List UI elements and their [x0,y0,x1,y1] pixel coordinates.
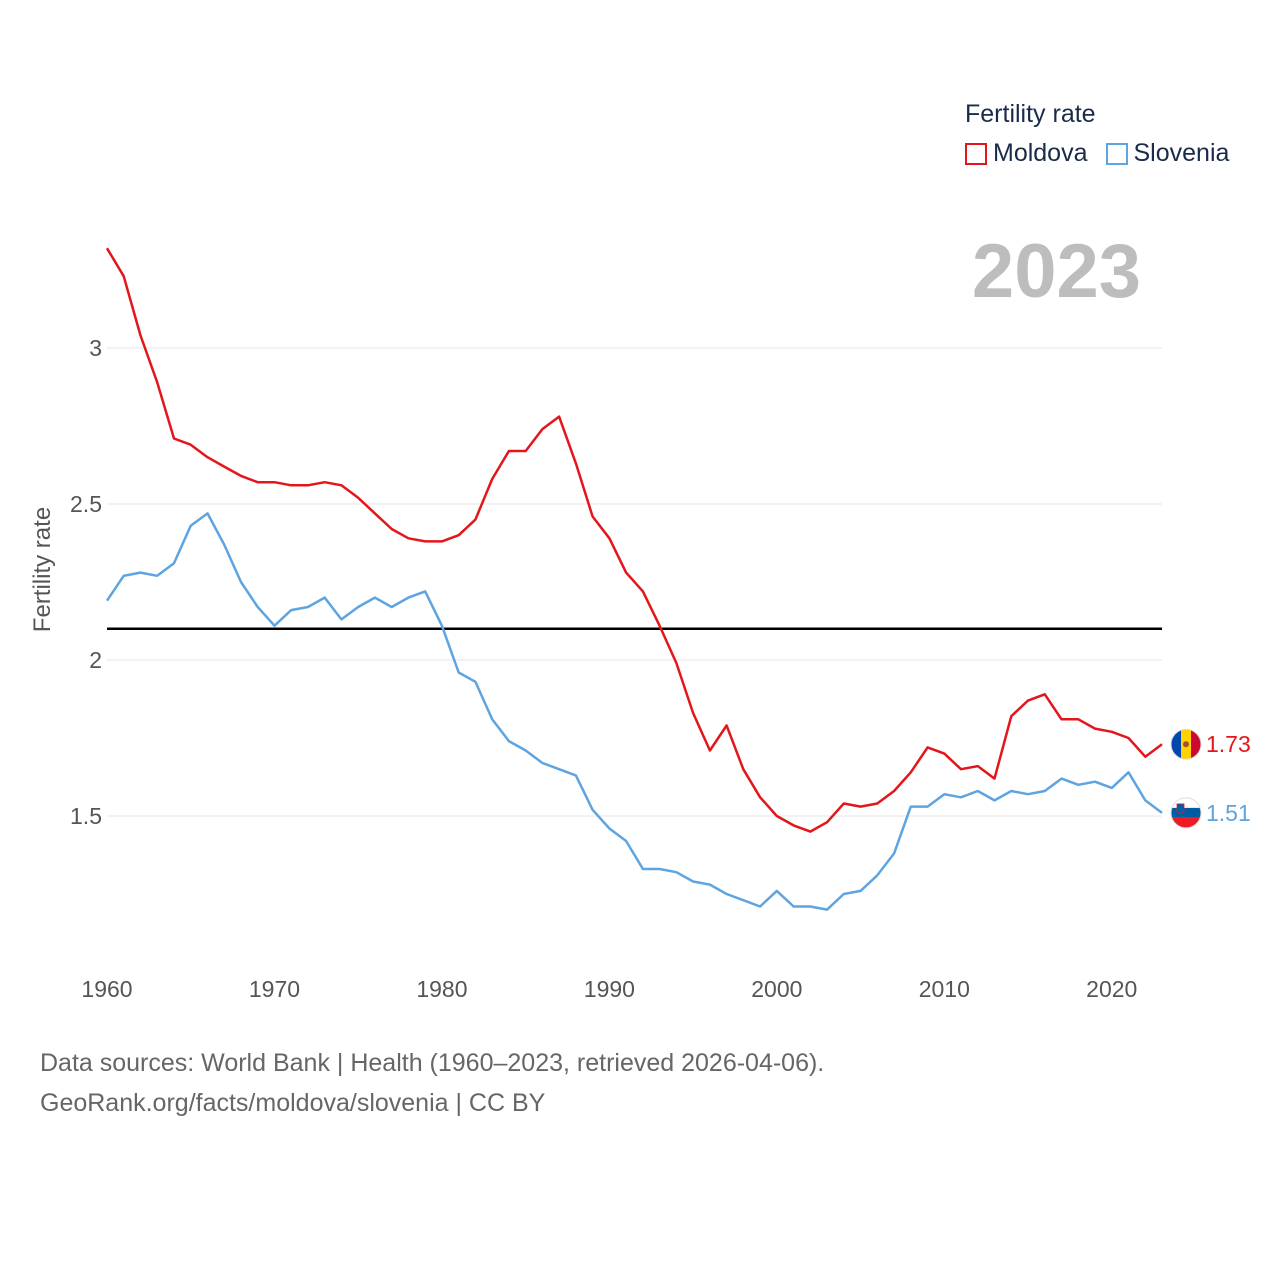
legend-item-slovenia[interactable]: Slovenia [1105,139,1230,168]
y-tick-label: 3 [89,335,102,361]
current-year-watermark: 2023 [971,229,1141,314]
legend: Fertility rate Moldova Slovenia [965,100,1229,168]
series-line-slovenia [105,512,1163,911]
x-tick-label: 2000 [751,976,802,1002]
y-tick-label: 1.5 [70,803,102,829]
legend-swatch-moldova [965,142,987,165]
flag-moldova-icon [1170,728,1202,760]
source-line-1: Data sources: World Bank | Health (1960–… [40,1049,825,1077]
y-tick-label: 2 [89,647,102,673]
series-end-markers: 1.73 1.51 [1170,728,1251,829]
legend-item-moldova[interactable]: Moldova [965,139,1088,168]
x-tick-label: 1970 [249,976,300,1002]
y-tick-label: 2.5 [70,491,102,517]
end-value-label-moldova: 1.73 [1206,731,1251,757]
end-value-label-slovenia: 1.51 [1206,800,1251,826]
legend-swatch-slovenia [1105,142,1128,165]
legend-title: Fertility rate [965,100,1096,128]
x-tick-label: 2020 [1086,976,1137,1002]
x-tick-label: 1960 [81,976,132,1002]
x-tick-labels: 1960 1970 1980 1990 2000 2010 2020 [81,976,1137,1002]
series-line-moldova [105,247,1163,833]
y-axis-label: Fertility rate [29,507,56,632]
legend-label-slovenia: Slovenia [1133,139,1230,167]
legend-label-moldova: Moldova [993,139,1088,167]
x-tick-label: 1980 [416,976,467,1002]
flag-slovenia-icon [1170,797,1202,829]
series-lines [105,247,1163,911]
y-gridlines [107,347,1162,817]
legend-items: Moldova Slovenia [965,139,1229,168]
x-tick-label: 2010 [919,976,970,1002]
source-note: Data sources: World Bank | Health (1960–… [40,1043,824,1123]
x-tick-label: 1990 [584,976,635,1002]
source-line-2[interactable]: GeoRank.org/facts/moldova/slovenia | CC … [40,1089,546,1117]
y-tick-labels: 1.5 2 2.5 3 [70,335,102,829]
